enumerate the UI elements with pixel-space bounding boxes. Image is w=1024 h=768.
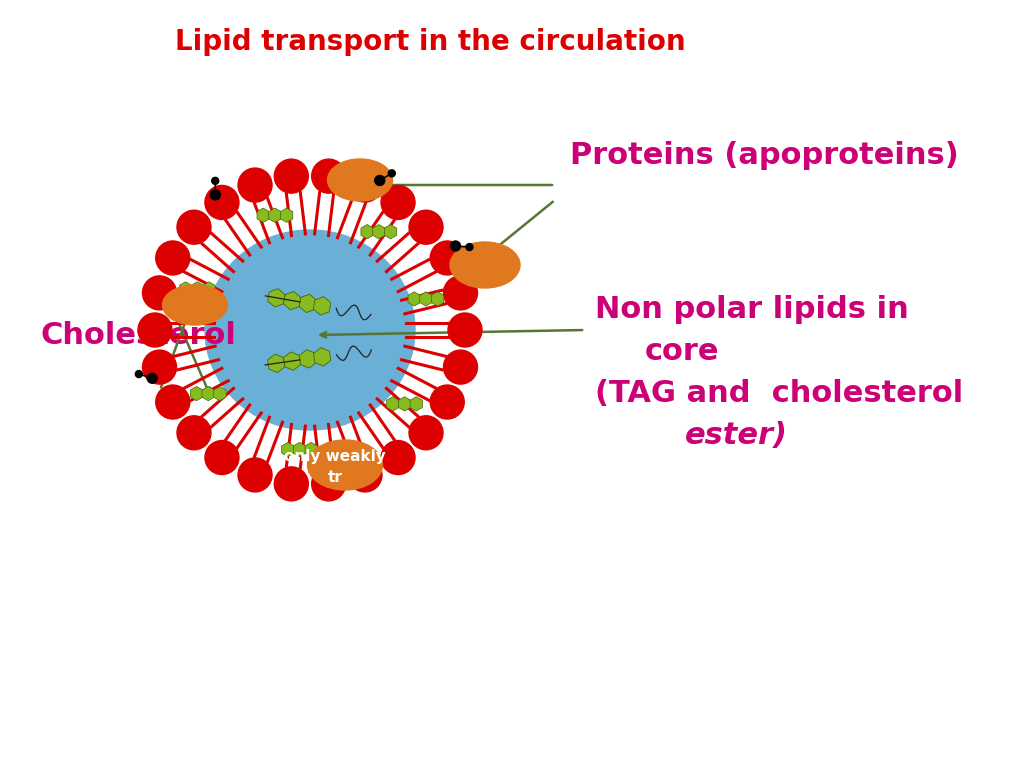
Circle shape	[443, 276, 477, 310]
Polygon shape	[360, 224, 374, 239]
Circle shape	[274, 159, 308, 193]
Polygon shape	[284, 352, 301, 370]
Ellipse shape	[205, 230, 415, 430]
Circle shape	[388, 170, 395, 177]
Polygon shape	[373, 224, 385, 239]
Circle shape	[138, 313, 172, 347]
Polygon shape	[387, 397, 399, 411]
Polygon shape	[299, 349, 316, 368]
Polygon shape	[257, 208, 269, 223]
Circle shape	[238, 458, 272, 492]
Ellipse shape	[163, 285, 227, 325]
Ellipse shape	[328, 159, 392, 201]
Circle shape	[135, 371, 142, 378]
Circle shape	[177, 415, 211, 450]
Polygon shape	[267, 354, 285, 372]
Polygon shape	[293, 442, 306, 457]
Circle shape	[210, 190, 220, 200]
Polygon shape	[179, 282, 191, 296]
Text: Lipid transport in the circulation: Lipid transport in the circulation	[175, 28, 685, 56]
Text: ester): ester)	[685, 422, 788, 451]
Text: core: core	[645, 337, 720, 366]
Circle shape	[311, 467, 346, 501]
Circle shape	[156, 241, 189, 275]
Polygon shape	[214, 386, 226, 401]
Circle shape	[177, 210, 211, 244]
Circle shape	[381, 185, 415, 220]
Polygon shape	[191, 282, 204, 296]
Polygon shape	[267, 289, 285, 307]
Circle shape	[430, 241, 464, 275]
Polygon shape	[268, 208, 282, 223]
Circle shape	[409, 210, 443, 244]
Circle shape	[409, 415, 443, 450]
Polygon shape	[410, 397, 423, 411]
Polygon shape	[305, 442, 317, 457]
Polygon shape	[203, 282, 215, 296]
Circle shape	[205, 441, 239, 475]
Circle shape	[311, 159, 346, 193]
Text: only weakly: only weakly	[284, 449, 386, 465]
Circle shape	[348, 168, 382, 202]
Circle shape	[449, 313, 482, 347]
Text: (TAG and  cholesterol: (TAG and cholesterol	[595, 379, 964, 409]
Circle shape	[451, 241, 461, 251]
Text: Cholesterol: Cholesterol	[40, 320, 236, 349]
Polygon shape	[313, 296, 331, 315]
Polygon shape	[398, 397, 411, 411]
Text: Proteins (apoproteins): Proteins (apoproteins)	[570, 141, 958, 170]
Circle shape	[430, 385, 464, 419]
Circle shape	[238, 168, 272, 202]
Circle shape	[274, 467, 308, 501]
Circle shape	[142, 350, 176, 384]
Polygon shape	[408, 292, 421, 306]
Circle shape	[156, 385, 189, 419]
Text: Non polar lipids in: Non polar lipids in	[595, 296, 908, 325]
Circle shape	[375, 175, 385, 185]
Polygon shape	[281, 208, 293, 223]
Ellipse shape	[307, 440, 383, 490]
Polygon shape	[299, 294, 316, 313]
Polygon shape	[431, 292, 443, 306]
Circle shape	[466, 243, 473, 250]
Polygon shape	[420, 292, 432, 306]
Text: tr: tr	[328, 469, 342, 485]
Circle shape	[142, 276, 176, 310]
Polygon shape	[284, 292, 301, 310]
Circle shape	[212, 177, 219, 184]
Polygon shape	[202, 386, 214, 401]
Ellipse shape	[450, 242, 520, 288]
Polygon shape	[282, 442, 294, 457]
Circle shape	[205, 185, 239, 220]
Circle shape	[147, 373, 158, 383]
Circle shape	[443, 350, 477, 384]
Polygon shape	[190, 386, 203, 401]
Circle shape	[381, 441, 415, 475]
Polygon shape	[313, 348, 331, 366]
Circle shape	[348, 458, 382, 492]
Polygon shape	[384, 224, 396, 239]
